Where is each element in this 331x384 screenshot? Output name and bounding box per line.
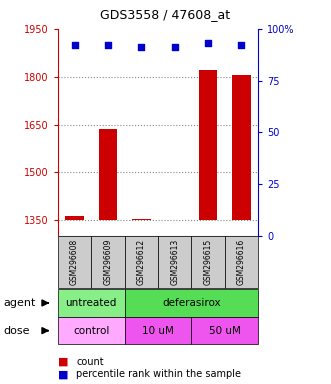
- Text: GDS3558 / 47608_at: GDS3558 / 47608_at: [100, 8, 231, 22]
- Point: [206, 40, 211, 46]
- Text: GSM296612: GSM296612: [137, 239, 146, 285]
- Text: 10 uM: 10 uM: [142, 326, 174, 336]
- Bar: [191, 317, 258, 344]
- Text: ■: ■: [58, 357, 69, 367]
- Text: agent: agent: [3, 298, 36, 308]
- Bar: [225, 236, 258, 288]
- Text: GSM296609: GSM296609: [104, 239, 113, 285]
- Text: deferasirox: deferasirox: [162, 298, 221, 308]
- Bar: [158, 236, 191, 288]
- Bar: [191, 236, 225, 288]
- Text: GSM296615: GSM296615: [204, 239, 213, 285]
- Text: count: count: [76, 357, 104, 367]
- Text: control: control: [73, 326, 110, 336]
- Point: [172, 45, 177, 51]
- Point: [72, 42, 77, 48]
- Bar: [125, 317, 191, 344]
- Text: ■: ■: [58, 369, 69, 379]
- Bar: [58, 317, 125, 344]
- Text: GSM296608: GSM296608: [70, 239, 79, 285]
- Bar: [232, 75, 251, 220]
- Text: dose: dose: [3, 326, 30, 336]
- Bar: [58, 289, 125, 317]
- Point: [105, 42, 111, 48]
- Text: percentile rank within the sample: percentile rank within the sample: [76, 369, 241, 379]
- Bar: [199, 70, 217, 220]
- Text: GSM296613: GSM296613: [170, 239, 179, 285]
- Text: GSM296616: GSM296616: [237, 239, 246, 285]
- Bar: [91, 236, 125, 288]
- Bar: [99, 129, 117, 220]
- Text: 50 uM: 50 uM: [209, 326, 241, 336]
- Bar: [58, 236, 91, 288]
- Bar: [125, 289, 258, 317]
- Point: [139, 45, 144, 51]
- Point: [239, 42, 244, 48]
- Bar: [132, 218, 151, 220]
- Text: untreated: untreated: [66, 298, 117, 308]
- Bar: [125, 236, 158, 288]
- Bar: [66, 216, 84, 220]
